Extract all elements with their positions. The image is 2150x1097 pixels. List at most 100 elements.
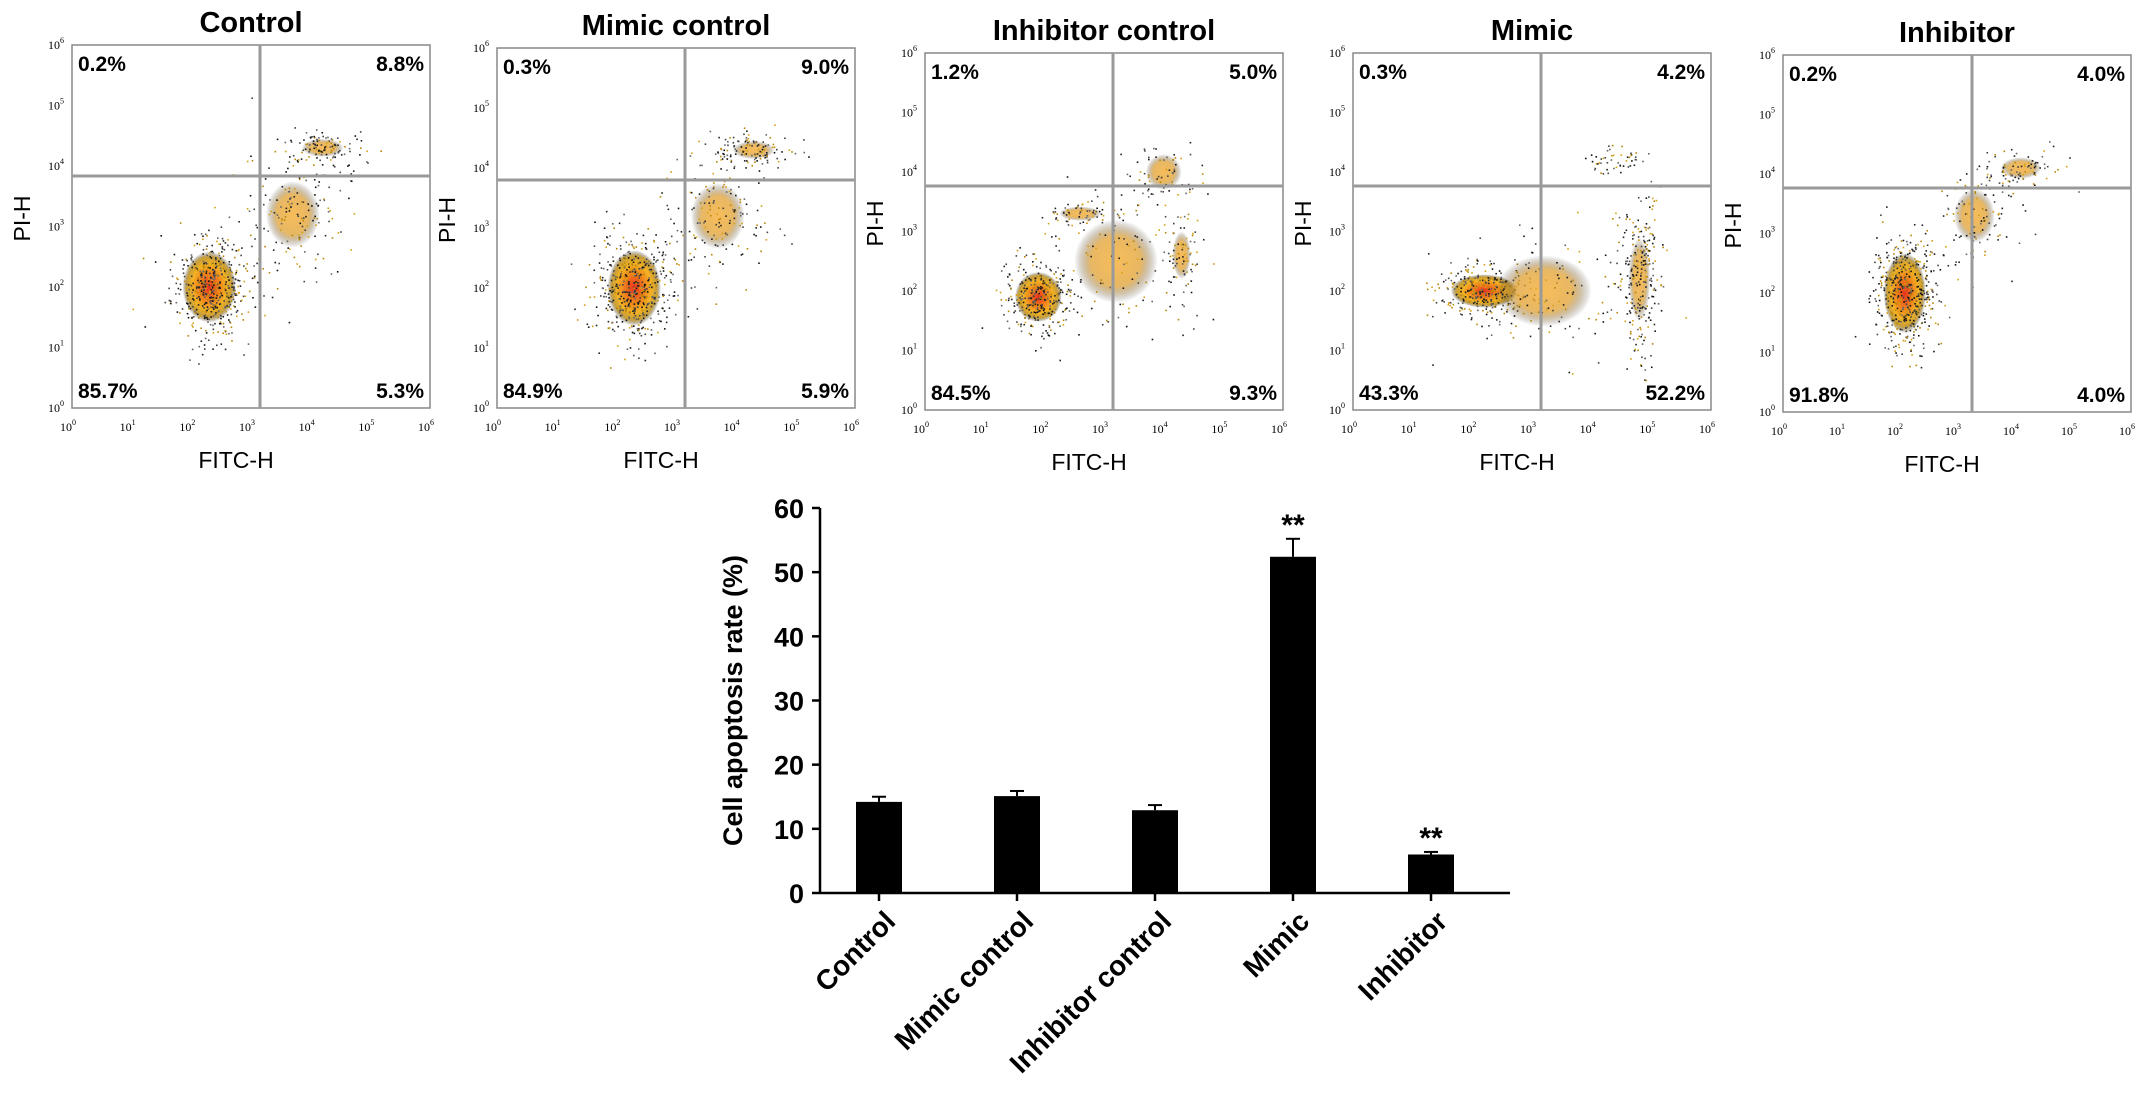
event-dot <box>706 189 709 191</box>
event-dot <box>1028 277 1031 280</box>
event-dot <box>1898 310 1901 313</box>
event-dot <box>1144 150 1146 152</box>
event-dot <box>1046 285 1049 288</box>
event-dot <box>654 298 656 300</box>
event-dot <box>1965 173 1968 175</box>
event-dot <box>234 273 237 275</box>
event-dot <box>741 153 743 156</box>
event-dot <box>222 332 224 335</box>
event-dot <box>1932 296 1934 298</box>
event-dot <box>1628 263 1630 266</box>
event-dot <box>1528 262 1530 264</box>
event-dot <box>1906 243 1909 246</box>
event-dot <box>1051 293 1053 295</box>
event-dot <box>309 136 312 139</box>
bar-category-label: Inhibitor <box>1352 905 1453 1006</box>
event-dot <box>274 150 277 153</box>
event-dot <box>1649 279 1651 282</box>
event-dot <box>1638 335 1641 338</box>
event-dot <box>628 338 631 341</box>
event-dot <box>712 187 715 190</box>
event-dot <box>220 317 222 320</box>
event-dot <box>1196 314 1198 317</box>
event-dot <box>296 192 299 194</box>
event-dot <box>1120 194 1123 196</box>
event-dot <box>1868 301 1871 304</box>
event-dot <box>1912 324 1915 327</box>
event-dot <box>1653 200 1656 203</box>
event-dot <box>640 287 643 289</box>
event-dot <box>1042 281 1044 284</box>
event-dot <box>224 289 227 291</box>
event-dot <box>1182 256 1184 258</box>
event-dot <box>1128 307 1130 310</box>
event-dot <box>1136 214 1139 216</box>
event-dot <box>330 138 333 140</box>
event-dot <box>1648 239 1651 242</box>
event-dot <box>251 97 253 100</box>
event-dot <box>169 300 172 302</box>
event-dot <box>1183 215 1186 218</box>
event-dot <box>1980 183 1983 185</box>
event-dot <box>676 263 678 265</box>
event-dot <box>1633 164 1636 167</box>
event-dot <box>1101 323 1104 326</box>
event-dot <box>1065 293 1068 296</box>
event-dot <box>1945 246 1947 248</box>
event-dot <box>2012 179 2014 182</box>
event-dot <box>1893 331 1895 334</box>
event-dot <box>1909 304 1912 307</box>
event-dot <box>1650 354 1652 357</box>
event-dot <box>1467 289 1469 292</box>
event-dot <box>1493 279 1496 282</box>
event-dot <box>1914 257 1916 260</box>
event-dot <box>201 353 204 356</box>
event-dot <box>242 319 245 321</box>
event-dot <box>1924 298 1926 301</box>
event-dot <box>1450 279 1453 282</box>
event-dot <box>1894 323 1896 325</box>
event-dot <box>744 140 747 143</box>
event-dot <box>1490 298 1492 301</box>
event-dot <box>645 258 648 261</box>
event-dot <box>1136 272 1139 275</box>
event-dot <box>1594 332 1596 335</box>
event-dot <box>1890 339 1893 342</box>
event-dot <box>634 314 637 317</box>
event-dot <box>612 290 614 292</box>
event-dot <box>302 219 305 222</box>
event-dot <box>713 182 715 184</box>
event-dot <box>621 314 623 316</box>
event-dot <box>613 330 616 332</box>
event-dot <box>605 307 608 310</box>
x-tick-label: 103 <box>1092 420 1108 436</box>
event-dot <box>1196 251 1198 254</box>
event-dot <box>281 219 283 222</box>
y-tick-label: 103 <box>901 223 917 239</box>
event-dot <box>211 281 214 283</box>
event-dot <box>2022 173 2024 176</box>
event-dot <box>665 321 668 324</box>
event-dot <box>276 199 278 201</box>
event-dot <box>1040 261 1042 264</box>
event-dot <box>271 296 274 299</box>
event-dot <box>635 282 638 284</box>
quadrant-label-upper-left: 1.2% <box>931 61 979 84</box>
event-dot <box>1065 214 1068 216</box>
event-dot <box>634 292 637 294</box>
event-dot <box>255 224 257 227</box>
event-dot <box>1163 251 1166 254</box>
event-dot <box>359 154 361 156</box>
event-dot <box>1187 213 1190 216</box>
event-dot <box>336 137 339 140</box>
event-dot <box>1026 287 1029 290</box>
event-dot <box>349 180 352 182</box>
event-dot <box>1030 311 1033 314</box>
y-axis-label: PI-H <box>862 201 888 247</box>
event-dot <box>199 270 202 273</box>
event-dot <box>626 291 628 293</box>
event-dot <box>1167 252 1170 255</box>
event-dot <box>1957 278 1959 281</box>
event-dot <box>707 272 710 275</box>
event-dot <box>1187 260 1189 262</box>
